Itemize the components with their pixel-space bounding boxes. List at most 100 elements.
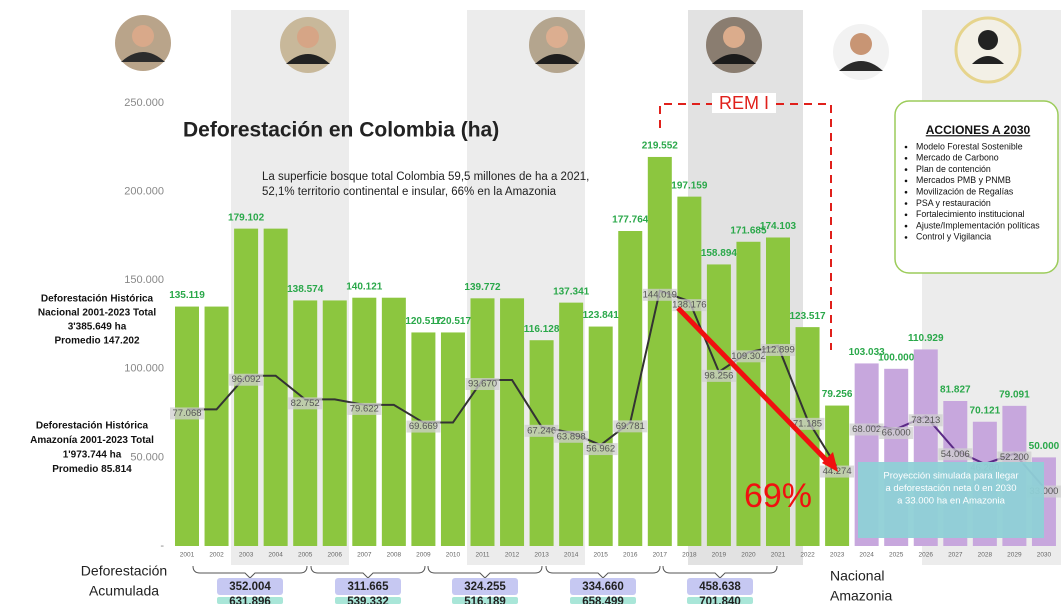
line-value-label: 44.274	[823, 466, 852, 477]
action-item: Plan de contención	[916, 164, 991, 174]
cumulative-label: Acumulada	[89, 583, 159, 599]
projection-line: a deforestación neta 0 en 2030	[886, 483, 1017, 494]
line-value-label: 98.256	[704, 370, 733, 381]
note-line: Deforestación Histórica	[36, 421, 149, 432]
bullet	[905, 225, 908, 228]
y-tick-label: 150.000	[124, 274, 164, 286]
bullet	[905, 236, 908, 239]
x-tick-label: 2025	[889, 552, 904, 559]
action-item: Mercado de Carbono	[916, 153, 999, 163]
bar-value-label: 79.091	[999, 389, 1030, 400]
bar	[175, 307, 199, 546]
bar	[293, 300, 317, 546]
bar	[559, 303, 583, 546]
projection-line: Proyección simulada para llegar	[883, 471, 1018, 482]
cumulative-national-value: 458.638	[699, 581, 741, 593]
line-value-label: 144.019	[643, 289, 677, 300]
x-tick-label: 2003	[239, 552, 254, 559]
bar-value-label: 174.103	[760, 221, 797, 232]
action-item: Control y Vigilancia	[916, 232, 991, 242]
x-tick-label: 2030	[1037, 552, 1052, 559]
bar	[352, 298, 376, 546]
bar-value-label: 179.102	[228, 212, 265, 223]
x-tick-label: 2018	[682, 552, 697, 559]
subtitle-line: La superficie bosque total Colombia 59,5…	[262, 171, 589, 183]
y-tick-label: 200.000	[124, 186, 164, 198]
x-tick-label: 2006	[328, 552, 343, 559]
x-tick-label: 2026	[919, 552, 934, 559]
note-line: Deforestación Histórica	[41, 294, 154, 305]
cumulative-national-value: 352.004	[229, 581, 271, 593]
portrait	[529, 17, 585, 73]
bar-value-label: 79.256	[822, 389, 853, 400]
bar-value-label: 116.128	[524, 324, 560, 335]
x-tick-label: 2007	[357, 552, 372, 559]
x-tick-label: 2009	[416, 552, 431, 559]
action-item: Fortalecimiento institucional	[916, 209, 1025, 219]
action-item: Movilización de Regalías	[916, 187, 1014, 197]
action-item: Mercados PMB y PNMB	[916, 175, 1011, 185]
x-tick-label: 2015	[593, 552, 608, 559]
bar	[530, 340, 554, 546]
bar-value-label: 139.772	[464, 282, 501, 293]
bullet	[905, 168, 908, 171]
bullet	[905, 202, 908, 205]
line-value-label: 82.752	[291, 398, 320, 409]
bar-value-label: 138.574	[287, 284, 324, 295]
cumulative-national-value: 334.660	[582, 581, 624, 593]
bar-value-label: 123.517	[789, 311, 826, 322]
bar-value-label: 100.000	[878, 352, 915, 363]
bar	[648, 157, 672, 546]
portrait	[833, 24, 889, 80]
x-tick-label: 2021	[771, 552, 786, 559]
x-tick-label: 2028	[978, 552, 993, 559]
bar-value-label: 120.517	[435, 316, 472, 327]
bar	[677, 197, 701, 546]
bar-value-label: 81.827	[940, 385, 971, 396]
chart: Deforestación en Colombia (ha) La superf…	[0, 0, 1061, 604]
bar-value-label: 158.894	[701, 248, 738, 259]
x-tick-label: 2001	[180, 552, 195, 559]
bullet	[905, 180, 908, 183]
projection-note: Proyección simulada para llegara defores…	[883, 471, 1018, 507]
x-tick-label: 2013	[534, 552, 549, 559]
y-tick-label: 100.000	[124, 363, 164, 375]
portrait-placeholder	[956, 18, 1020, 82]
line-value-label: 63.898	[557, 431, 586, 442]
y-tick-label: 50.000	[130, 451, 164, 463]
line-value-label: 69.781	[616, 421, 645, 432]
bar	[500, 298, 524, 546]
x-tick-label: 2011	[476, 552, 490, 559]
x-tick-label: 2017	[653, 552, 668, 559]
x-tick-label: 2023	[830, 552, 845, 559]
portrait	[115, 15, 171, 71]
x-tick-label: 2020	[741, 552, 756, 559]
bar	[707, 264, 731, 546]
chart-title: Deforestación en Colombia (ha)	[183, 119, 499, 142]
x-tick-label: 2027	[948, 552, 963, 559]
cumulative-amazon-value: 516.189	[464, 596, 506, 604]
bar	[323, 300, 347, 546]
x-tick-label: 2010	[446, 552, 461, 559]
x-tick-label: 2029	[1007, 552, 1022, 559]
bar-value-label: 70.121	[970, 405, 1001, 416]
cumulative-amazon-value: 701.840	[699, 596, 741, 604]
x-tick-label: 2008	[387, 552, 402, 559]
line-value-label: 67.246	[527, 425, 556, 436]
line-value-label: 73.213	[911, 415, 940, 426]
line-value-label: 79.622	[350, 403, 379, 414]
bar-value-label: 177.764	[612, 215, 649, 226]
line-value-label: 68.002	[852, 424, 881, 435]
action-item: PSA y restauración	[916, 198, 991, 208]
cumulative-amazon-label: Amazonia	[830, 588, 892, 604]
bar	[589, 327, 613, 546]
line-value-label: 93.670	[468, 379, 497, 390]
reduction-label: 69%	[744, 477, 812, 515]
bar	[441, 332, 465, 546]
cumulative-label: Deforestación	[81, 563, 167, 579]
bar-value-label: 123.841	[583, 310, 620, 321]
bar-value-label: 140.121	[346, 281, 383, 292]
line-value-label: 56.962	[586, 444, 615, 455]
action-item: Ajuste/Implementación políticas	[916, 220, 1040, 230]
x-tick-label: 2019	[712, 552, 727, 559]
